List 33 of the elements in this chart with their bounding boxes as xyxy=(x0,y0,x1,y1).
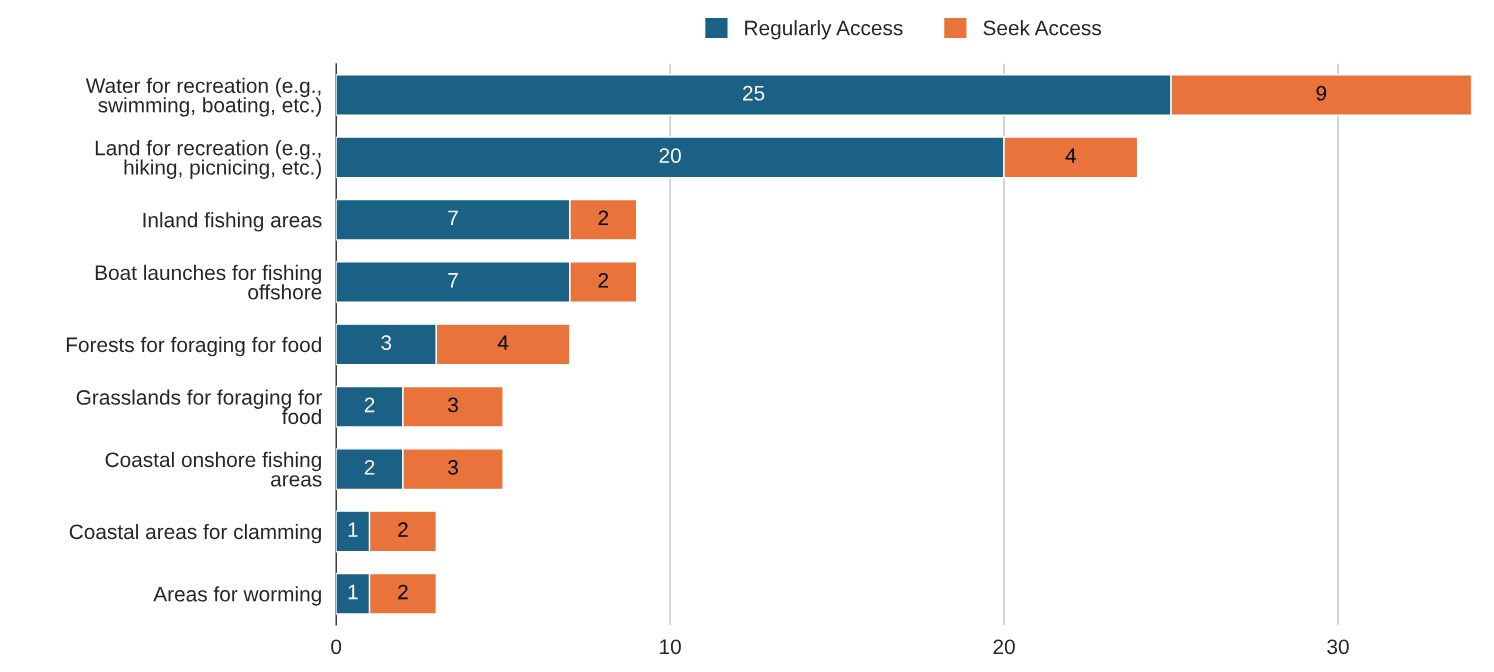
legend-label: Seek Access xyxy=(983,20,1101,36)
y-tick-label: Coastal onshore fishing areas xyxy=(105,451,322,487)
data-label: 4 xyxy=(497,335,509,350)
data-label: 3 xyxy=(448,397,458,413)
data-label: 2 xyxy=(364,397,375,413)
data-label: 9 xyxy=(1316,85,1327,101)
x-tick-label: 10 xyxy=(660,639,681,655)
data-label: 2 xyxy=(598,272,609,288)
y-tick-label: Coastal areas for clamming xyxy=(69,523,321,544)
x-tick-label: 0 xyxy=(331,639,342,655)
data-label: 1 xyxy=(348,584,358,600)
data-label: 3 xyxy=(381,335,392,350)
data-label: 3 xyxy=(448,459,458,475)
data-label: 7 xyxy=(448,273,458,288)
x-tick-label: 30 xyxy=(1327,639,1349,655)
y-tick-label: Forests for foraging for food xyxy=(66,336,321,357)
data-label: 7 xyxy=(448,210,458,226)
y-tick-label: Land for recreation (e.g., hiking, picnicing, etc.) xyxy=(95,140,321,179)
y-tick-label: Inland fishing areas xyxy=(143,212,322,232)
data-label: 2 xyxy=(598,210,609,226)
data-label: 2 xyxy=(398,584,408,600)
legend-label: Regularly Access xyxy=(745,20,903,40)
data-label: 2 xyxy=(364,459,375,475)
data-label: 1 xyxy=(348,522,358,537)
data-label: 25 xyxy=(743,85,765,101)
x-tick-label: 20 xyxy=(993,639,1015,655)
y-tick-label: Water for recreation (e.g., swimming, boating, etc.) xyxy=(85,77,321,117)
data-label: 20 xyxy=(659,148,681,163)
y-tick-label: Grasslands for foraging for food xyxy=(76,389,322,425)
data-label: 2 xyxy=(398,522,408,537)
y-tick-label: Boat launches for fishing offshore xyxy=(95,264,322,300)
y-tick-label: Areas for worming xyxy=(153,586,321,606)
data-label: 4 xyxy=(1065,148,1077,163)
